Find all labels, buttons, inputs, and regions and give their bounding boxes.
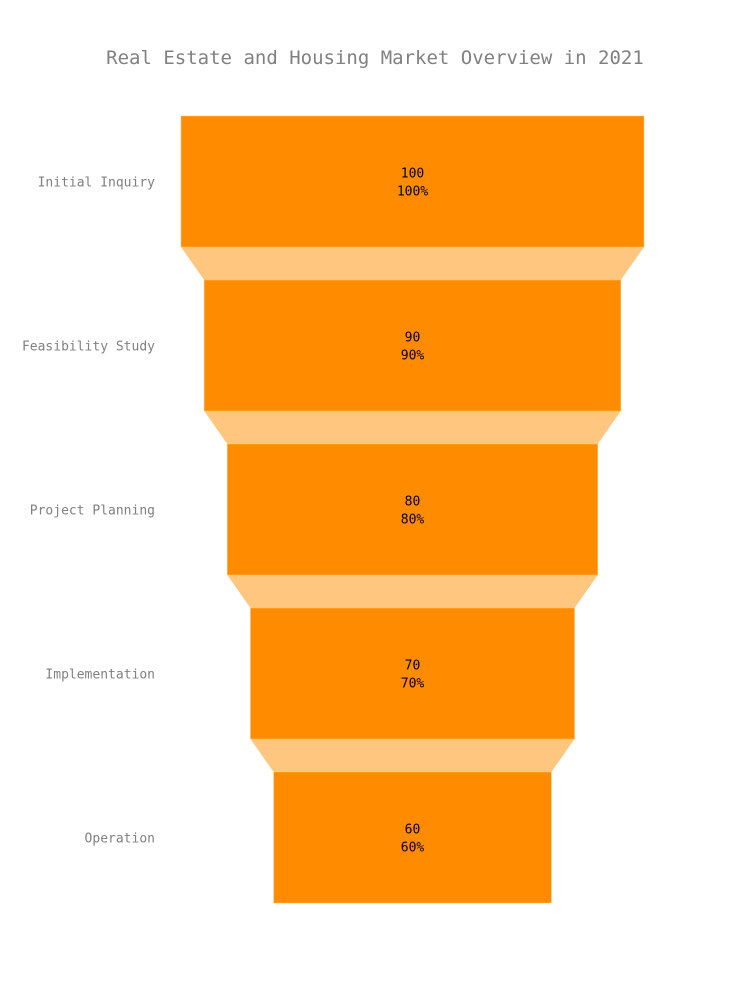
funnel-value-label: 60 (405, 823, 421, 838)
funnel-stage-labels: Initial Inquiry Feasibility Study Project … (22, 176, 155, 847)
chart-title: Real Estate and Housing Market Overview … (106, 47, 644, 69)
funnel-percent-label: 80% (401, 513, 425, 528)
funnel-percent-label: 70% (401, 677, 425, 692)
funnel-percent-label: 90% (401, 349, 425, 364)
funnel-stage-label: Project Planning (30, 504, 155, 519)
funnel-percent-label: 60% (401, 841, 425, 856)
funnel-percent-label: 100% (397, 185, 428, 200)
funnel-bar[interactable] (273, 771, 552, 904)
funnel-bars: 100 100% 90 90% 80 80% 70 70% 60 60% (180, 115, 645, 904)
funnel-value-label: 70 (405, 659, 421, 674)
funnel-stage-label: Operation (85, 832, 155, 847)
funnel-bar[interactable] (250, 607, 575, 740)
funnel-value-label: 80 (405, 495, 421, 510)
funnel-connectors (181, 247, 644, 772)
funnel-value-label: 90 (405, 331, 421, 346)
funnel-stage-label: Initial Inquiry (38, 176, 156, 191)
funnel-stage-label: Feasibility Study (22, 340, 155, 355)
funnel-value-label: 100 (401, 167, 424, 182)
funnel-bar[interactable] (180, 115, 645, 248)
funnel-connector (250, 739, 575, 772)
funnel-stage-label: Implementation (45, 668, 155, 683)
funnel-connector (204, 411, 621, 444)
funnel-connector (227, 575, 598, 608)
funnel-bar[interactable] (203, 279, 622, 412)
funnel-bar[interactable] (227, 443, 598, 576)
funnel-connector (181, 247, 644, 280)
